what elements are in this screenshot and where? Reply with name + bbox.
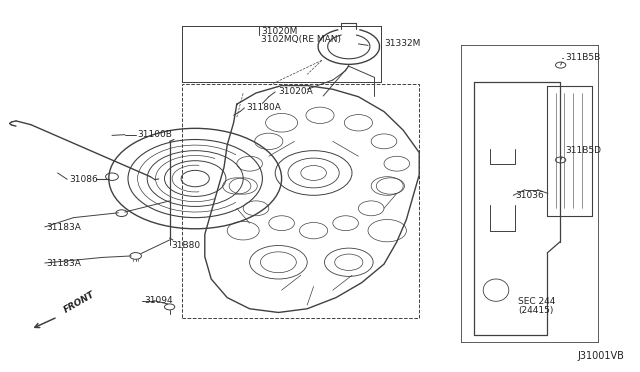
Text: 31180A: 31180A bbox=[246, 103, 281, 112]
Text: 311B5B: 311B5B bbox=[565, 53, 600, 62]
Text: 311B5D: 311B5D bbox=[565, 146, 601, 155]
Text: 31086: 31086 bbox=[69, 175, 98, 184]
Text: (24415): (24415) bbox=[518, 306, 554, 315]
Text: 31036: 31036 bbox=[515, 191, 544, 200]
Text: SEC 244: SEC 244 bbox=[518, 297, 556, 306]
Bar bbox=[182, 84, 419, 318]
Text: 31B80: 31B80 bbox=[172, 241, 201, 250]
Text: 3102MQ(RE MAN): 3102MQ(RE MAN) bbox=[261, 35, 341, 44]
Text: FRONT: FRONT bbox=[63, 289, 97, 314]
Text: 31094: 31094 bbox=[144, 296, 173, 305]
Text: 31332M: 31332M bbox=[384, 39, 420, 48]
Text: 31183A: 31183A bbox=[47, 259, 81, 268]
Text: 31183A: 31183A bbox=[47, 223, 81, 232]
Text: 31020M: 31020M bbox=[261, 27, 298, 36]
Text: J31001VB: J31001VB bbox=[577, 351, 624, 361]
Text: 31100B: 31100B bbox=[138, 130, 172, 139]
Text: 31020A: 31020A bbox=[278, 87, 313, 96]
